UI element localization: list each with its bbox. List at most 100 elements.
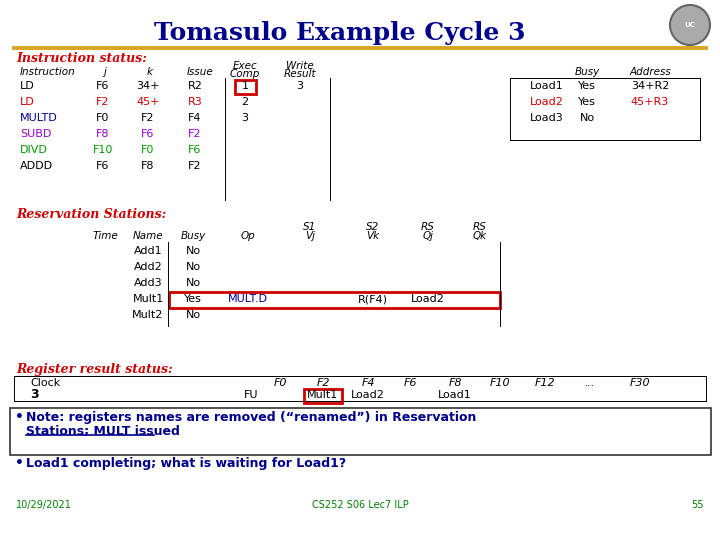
- Text: Load1 completing; what is waiting for Load1?: Load1 completing; what is waiting for Lo…: [26, 456, 346, 469]
- Text: RS: RS: [421, 222, 435, 232]
- Text: F4: F4: [361, 378, 374, 388]
- Text: Instruction: Instruction: [20, 67, 76, 77]
- Text: Yes: Yes: [184, 294, 202, 304]
- Text: DIVD: DIVD: [20, 145, 48, 155]
- Text: MULT.D: MULT.D: [228, 294, 268, 304]
- Text: F0: F0: [274, 378, 287, 388]
- Text: 45+R3: 45+R3: [631, 97, 669, 107]
- Text: •: •: [15, 456, 24, 470]
- Text: ADDD: ADDD: [20, 161, 53, 171]
- Text: Instruction status:: Instruction status:: [16, 51, 147, 64]
- Text: No: No: [186, 246, 201, 256]
- Text: Mult2: Mult2: [132, 310, 163, 320]
- Text: Add2: Add2: [134, 262, 163, 272]
- Text: Issue: Issue: [186, 67, 213, 77]
- Text: Busy: Busy: [575, 67, 600, 77]
- Text: F2: F2: [96, 97, 109, 107]
- Text: 2: 2: [241, 97, 248, 107]
- Text: Vj: Vj: [305, 231, 315, 241]
- Text: CS252 S06 Lec7 ILP: CS252 S06 Lec7 ILP: [312, 500, 408, 510]
- Text: Op: Op: [240, 231, 256, 241]
- Text: 34+R2: 34+R2: [631, 81, 669, 91]
- Text: F30: F30: [630, 378, 650, 388]
- Text: F12: F12: [535, 378, 555, 388]
- Text: F8: F8: [141, 161, 155, 171]
- Text: Note: registers names are removed (“renamed”) in Reservation: Note: registers names are removed (“rena…: [26, 410, 477, 423]
- Text: F6: F6: [189, 145, 202, 155]
- Text: Result: Result: [284, 69, 316, 79]
- Text: R2: R2: [188, 81, 202, 91]
- Text: 3: 3: [241, 113, 248, 123]
- Text: k: k: [147, 67, 153, 77]
- Text: No: No: [186, 278, 201, 288]
- Text: Exec: Exec: [233, 61, 257, 71]
- Text: MULTD: MULTD: [20, 113, 58, 123]
- Text: Load3: Load3: [530, 113, 564, 123]
- Text: LD: LD: [20, 97, 35, 107]
- Text: Yes: Yes: [578, 97, 596, 107]
- Text: Comp: Comp: [230, 69, 260, 79]
- Text: Qj: Qj: [423, 231, 433, 241]
- Text: Vk: Vk: [366, 231, 379, 241]
- Circle shape: [670, 5, 710, 45]
- Text: Load1: Load1: [530, 81, 564, 91]
- Text: Address: Address: [629, 67, 671, 77]
- Text: No: No: [186, 262, 201, 272]
- Text: F10: F10: [93, 145, 113, 155]
- Text: 45+: 45+: [136, 97, 160, 107]
- Text: F2: F2: [316, 378, 330, 388]
- Text: Load1: Load1: [438, 390, 472, 400]
- Text: j: j: [104, 67, 107, 77]
- Text: Stations; MULT issued: Stations; MULT issued: [26, 424, 180, 437]
- Text: Qk: Qk: [473, 231, 487, 241]
- Text: LD: LD: [20, 81, 35, 91]
- Text: Add1: Add1: [134, 246, 162, 256]
- Text: F0: F0: [96, 113, 109, 123]
- Text: F2: F2: [188, 129, 202, 139]
- Text: Mult1: Mult1: [132, 294, 163, 304]
- Text: 1: 1: [241, 81, 248, 91]
- Text: 10/29/2021: 10/29/2021: [16, 500, 72, 510]
- Text: F6: F6: [403, 378, 417, 388]
- Text: Load2: Load2: [530, 97, 564, 107]
- Text: Busy: Busy: [181, 231, 206, 241]
- Text: Load2: Load2: [411, 294, 445, 304]
- Text: 55: 55: [691, 500, 704, 510]
- Text: •: •: [15, 410, 24, 424]
- Text: No: No: [580, 113, 595, 123]
- Text: 3: 3: [297, 81, 304, 91]
- Text: ...: ...: [585, 378, 595, 388]
- Text: F6: F6: [141, 129, 155, 139]
- Text: F10: F10: [490, 378, 510, 388]
- Text: Time: Time: [92, 231, 118, 241]
- Text: Yes: Yes: [578, 81, 596, 91]
- Text: S1: S1: [303, 222, 317, 232]
- Text: Tomasulo Example Cycle 3: Tomasulo Example Cycle 3: [154, 21, 526, 45]
- Text: F6: F6: [96, 161, 109, 171]
- Text: No: No: [186, 310, 201, 320]
- Text: S2: S2: [366, 222, 379, 232]
- Text: F4: F4: [188, 113, 202, 123]
- Text: Reservation Stations:: Reservation Stations:: [16, 208, 166, 221]
- Text: F6: F6: [96, 81, 109, 91]
- Text: F2: F2: [188, 161, 202, 171]
- Text: F8: F8: [96, 129, 109, 139]
- Text: F0: F0: [141, 145, 155, 155]
- Text: Write: Write: [286, 61, 314, 71]
- Text: Register result status:: Register result status:: [16, 363, 173, 376]
- Text: UC: UC: [685, 22, 696, 28]
- Text: Clock: Clock: [30, 378, 60, 388]
- Text: Mult1: Mult1: [307, 390, 338, 400]
- Text: Name: Name: [132, 231, 163, 241]
- Text: Add3: Add3: [134, 278, 162, 288]
- Text: R(F4): R(F4): [358, 294, 388, 304]
- Text: F8: F8: [449, 378, 462, 388]
- Text: F2: F2: [141, 113, 155, 123]
- Text: FU: FU: [243, 390, 258, 400]
- Text: SUBD: SUBD: [20, 129, 51, 139]
- Text: Load2: Load2: [351, 390, 385, 400]
- Text: 34+: 34+: [136, 81, 160, 91]
- Text: R3: R3: [188, 97, 202, 107]
- Text: 3: 3: [30, 388, 39, 402]
- Text: RS: RS: [473, 222, 487, 232]
